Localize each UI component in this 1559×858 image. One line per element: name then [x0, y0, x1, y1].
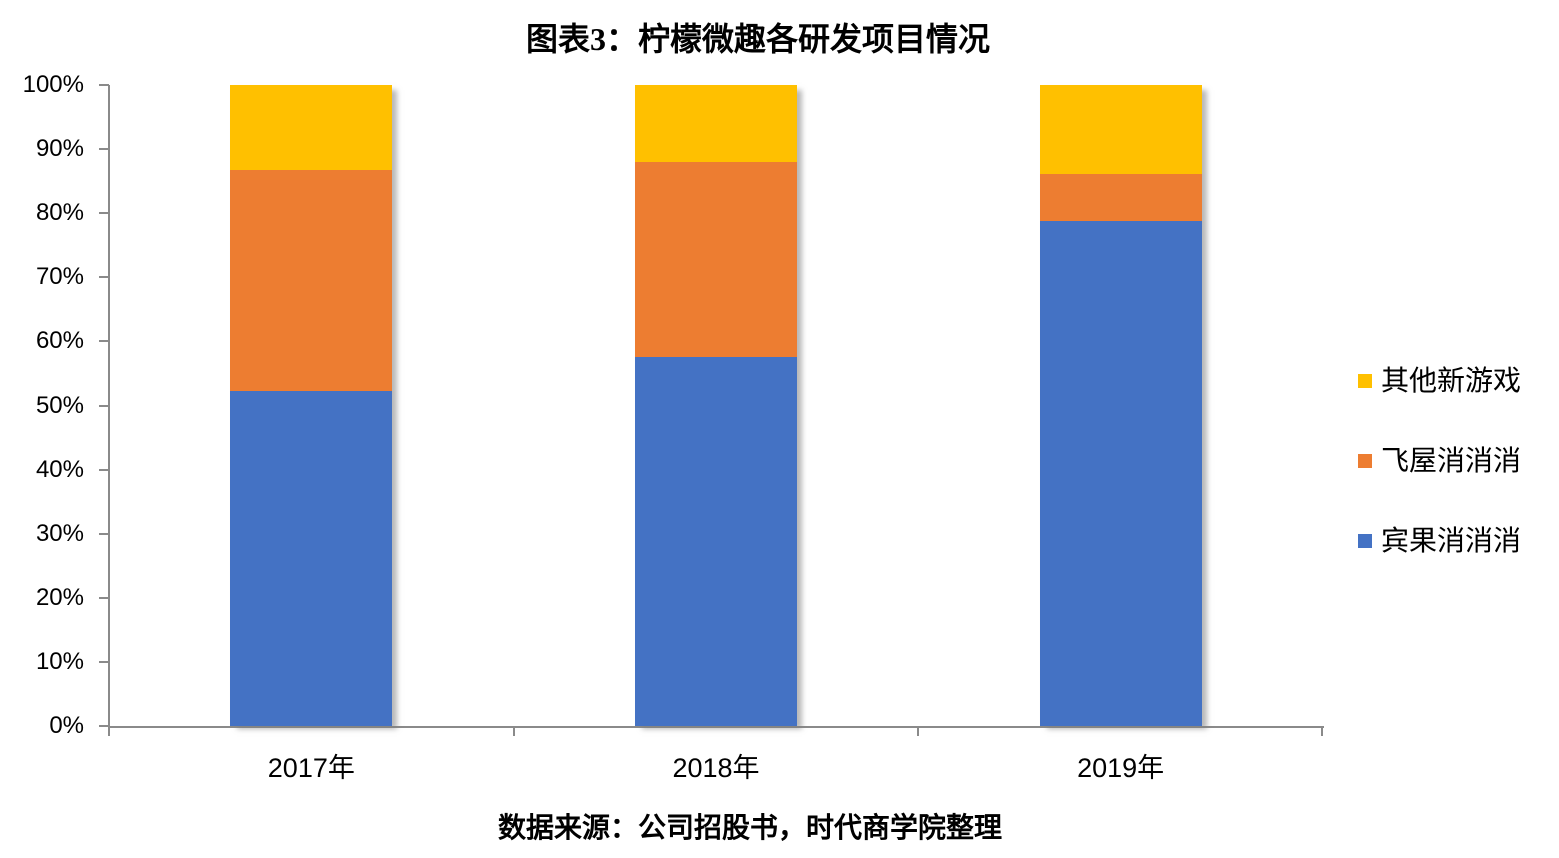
legend-item-宾果消消消: 宾果消消消 — [1358, 527, 1521, 555]
x-axis-tick — [512, 726, 515, 736]
y-axis-label: 90% — [35, 135, 84, 163]
x-axis-label: 2019年 — [1077, 753, 1165, 783]
bar-2019年 — [1039, 85, 1202, 726]
bar-segment-飞屋消消消 — [635, 161, 797, 357]
y-axis-tick — [99, 660, 109, 663]
x-axis-label: 2018年 — [672, 753, 760, 783]
legend-swatch — [1358, 534, 1372, 548]
y-axis-label: 70% — [35, 263, 84, 291]
legend-swatch — [1358, 454, 1372, 468]
bar-segment-其他新游戏 — [1039, 85, 1202, 174]
y-axis-tick — [99, 596, 109, 599]
bar-2018年 — [635, 85, 797, 726]
y-axis-label: 20% — [35, 583, 84, 611]
y-axis-tick — [99, 148, 109, 151]
y-axis-tick — [99, 404, 109, 407]
x-axis-tick — [917, 726, 920, 736]
y-axis-tick — [99, 340, 109, 343]
bar-segment-飞屋消消消 — [1039, 173, 1202, 221]
x-axis-tick — [1321, 726, 1323, 736]
y-axis-label: 40% — [35, 455, 84, 483]
source-note: 数据来源：公司招股书，时代商学院整理 — [497, 813, 1003, 844]
y-axis-label: 60% — [35, 327, 84, 355]
y-axis-tick — [99, 84, 109, 86]
x-axis-label: 2017年 — [267, 753, 355, 783]
bar-segment-其他新游戏 — [635, 85, 797, 162]
legend-label: 飞屋消消消 — [1381, 445, 1522, 476]
y-axis-tick — [99, 532, 109, 535]
legend-swatch — [1358, 374, 1372, 388]
legend-item-飞屋消消消: 飞屋消消消 — [1358, 447, 1521, 475]
y-axis-label: 50% — [35, 391, 84, 419]
y-axis-label: 10% — [35, 647, 84, 675]
y-axis-tick — [99, 276, 109, 279]
y-axis-label: 0% — [49, 712, 84, 739]
chart-title: 图表3：柠檬微趣各研发项目情况 — [525, 21, 991, 57]
legend-item-其他新游戏: 其他新游戏 — [1358, 367, 1521, 395]
y-axis-label: 80% — [35, 199, 84, 227]
bar-segment-宾果消消消 — [1039, 220, 1202, 726]
x-axis-line — [108, 726, 1324, 728]
bar-2017年 — [230, 85, 393, 726]
x-axis-tick — [108, 726, 110, 736]
legend-label: 宾果消消消 — [1381, 525, 1522, 556]
y-axis-label: 30% — [35, 519, 84, 547]
y-axis-line — [108, 85, 110, 728]
y-axis-tick — [99, 212, 109, 215]
bar-segment-宾果消消消 — [635, 356, 797, 726]
bar-segment-飞屋消消消 — [230, 170, 393, 392]
y-axis-label: 100% — [22, 71, 84, 98]
bar-segment-其他新游戏 — [230, 85, 393, 171]
y-axis-tick — [99, 725, 109, 727]
legend-label: 其他新游戏 — [1381, 365, 1522, 396]
bar-segment-宾果消消消 — [230, 391, 393, 726]
y-axis-tick — [99, 468, 109, 471]
